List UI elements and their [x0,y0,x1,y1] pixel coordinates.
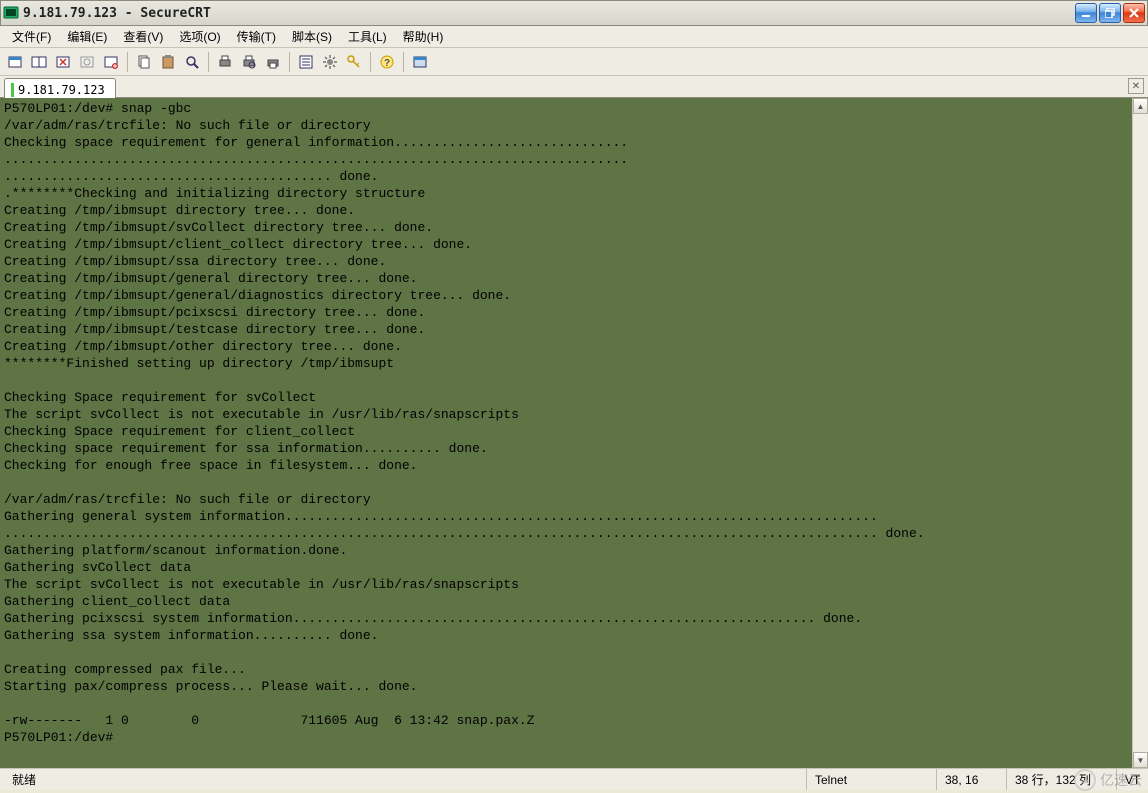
session-tab[interactable]: 9.181.79.123 [4,78,116,98]
window-title: 9.181.79.123 - SecureCRT [23,6,1075,21]
menu-bar: 文件(F) 编辑(E) 查看(V) 选项(O) 传输(T) 脚本(S) 工具(L… [0,26,1148,48]
menu-file[interactable]: 文件(F) [4,26,59,47]
menu-transfer[interactable]: 传输(T) [229,26,284,47]
new-session-icon[interactable] [4,51,26,73]
menu-edit[interactable]: 编辑(E) [59,26,115,47]
toolbar-separator [127,52,128,72]
restore-button[interactable] [1099,3,1121,23]
toolbar-separator [208,52,209,72]
print-setup-icon[interactable] [262,51,284,73]
menu-view[interactable]: 查看(V) [115,26,171,47]
terminal-output[interactable]: P570LP01:/dev# snap -gbc /var/adm/ras/tr… [0,98,1132,768]
global-options-icon[interactable] [319,51,341,73]
terminal-container: P570LP01:/dev# snap -gbc /var/adm/ras/tr… [0,98,1148,768]
reconnect-icon[interactable] [28,51,50,73]
paste-icon[interactable] [157,51,179,73]
tab-strip: 9.181.79.123 ✕ [0,76,1148,98]
copy-icon[interactable] [133,51,155,73]
quick-connect-icon[interactable] [100,51,122,73]
toggle-icon[interactable] [409,51,431,73]
scrollbar[interactable]: ▲ ▼ [1132,98,1148,768]
tab-label: 9.181.79.123 [18,83,105,97]
key-icon[interactable] [343,51,365,73]
status-cursor: 38, 16 [936,769,1006,790]
scroll-up-icon[interactable]: ▲ [1133,98,1148,114]
app-icon [3,5,19,21]
print-icon[interactable] [214,51,236,73]
title-bar: 9.181.79.123 - SecureCRT [0,0,1148,26]
status-ready: 就绪 [4,769,806,790]
disconnect-icon[interactable] [52,51,74,73]
reconnect-all-icon[interactable] [76,51,98,73]
status-dimensions: 38 行，132 列 [1006,769,1116,790]
scroll-down-icon[interactable]: ▼ [1133,752,1148,768]
menu-tools[interactable]: 工具(L) [340,26,395,47]
toolbar: ? [0,48,1148,76]
find-icon[interactable] [181,51,203,73]
print-preview-icon[interactable] [238,51,260,73]
help-icon[interactable]: ? [376,51,398,73]
toolbar-separator [289,52,290,72]
status-encoding: VT [1116,769,1144,790]
menu-help[interactable]: 帮助(H) [395,26,452,47]
minimize-button[interactable] [1075,3,1097,23]
toolbar-separator [370,52,371,72]
close-button[interactable] [1123,3,1145,23]
toolbar-separator [403,52,404,72]
menu-options[interactable]: 选项(O) [171,26,228,47]
svg-text:?: ? [384,58,390,69]
tab-active-marker [11,83,14,97]
menu-script[interactable]: 脚本(S) [284,26,340,47]
session-options-icon[interactable] [295,51,317,73]
tab-close-icon[interactable]: ✕ [1128,78,1144,94]
status-bar: 就绪 Telnet 38, 16 38 行，132 列 VT [0,768,1148,790]
status-protocol: Telnet [806,769,936,790]
